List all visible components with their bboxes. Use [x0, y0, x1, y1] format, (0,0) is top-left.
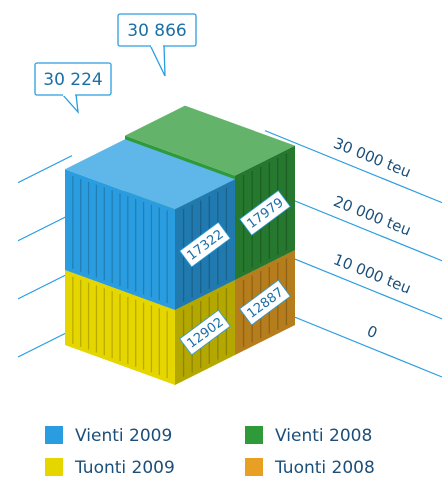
- total-label: 30 866: [127, 21, 186, 41]
- tick-label: 0: [364, 322, 380, 342]
- callout-pointer: [62, 94, 78, 112]
- legend-swatch: [45, 426, 63, 444]
- total-label: 30 224: [43, 70, 102, 90]
- chart: 010 000 teu20 000 teu30 000 teu128871797…: [0, 0, 448, 482]
- legend-swatch: [45, 458, 63, 476]
- callout-pointer: [150, 45, 165, 76]
- tick-line-left: [18, 272, 72, 299]
- legend-label: Tuonti 2009: [74, 458, 175, 478]
- legend-label: Tuonti 2008: [274, 458, 375, 478]
- tick-line-left: [18, 156, 72, 183]
- tick-line-left: [18, 214, 72, 241]
- legend-label: Vienti 2009: [75, 426, 172, 446]
- legend-swatch: [245, 458, 263, 476]
- legend-label: Vienti 2008: [275, 426, 372, 446]
- legend-swatch: [245, 426, 263, 444]
- tick-line-left: [18, 330, 72, 357]
